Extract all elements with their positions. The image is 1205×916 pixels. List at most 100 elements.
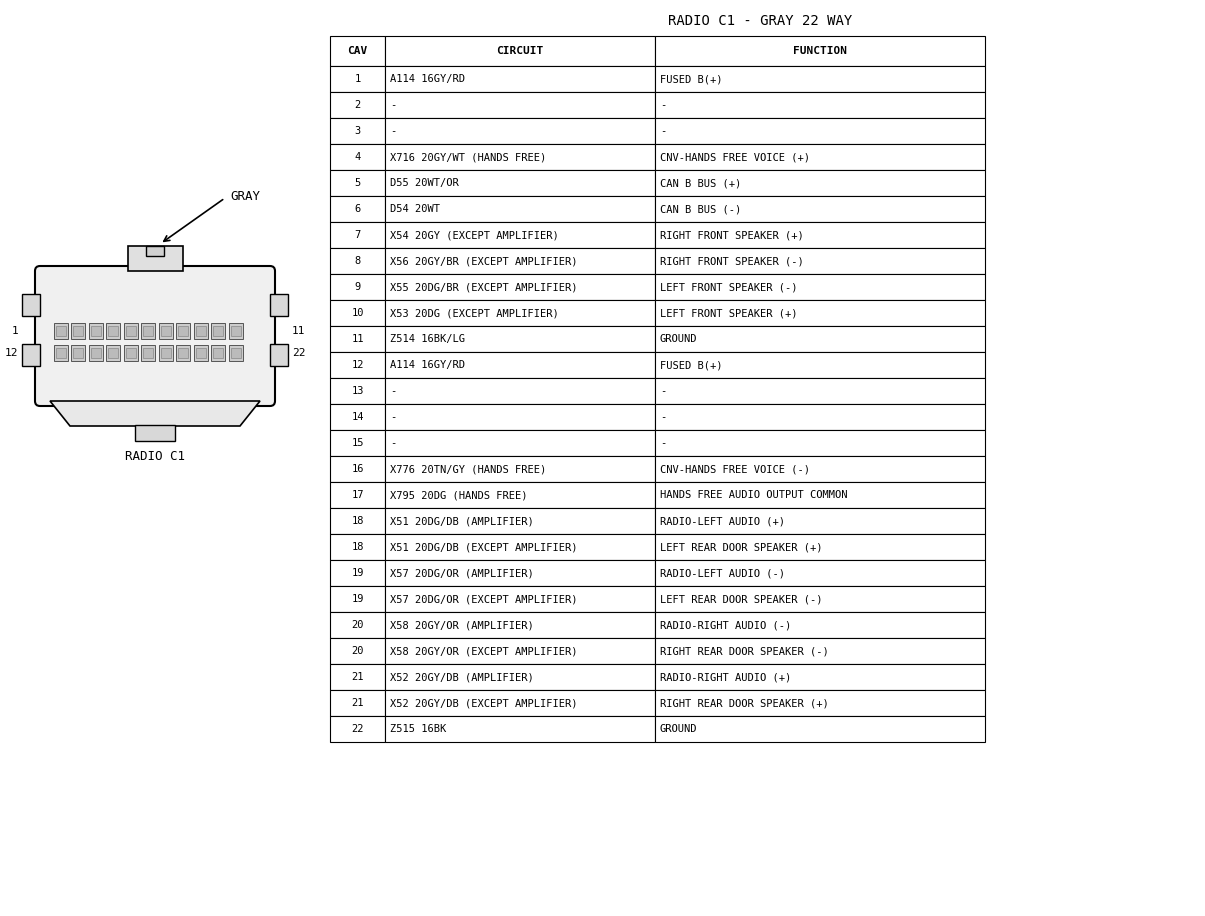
Text: 13: 13 (351, 386, 364, 396)
Bar (656, 36, 984, 66)
Bar (55, 348, 66, 358)
Bar (386, 690, 656, 716)
Text: FUSED B(+): FUSED B(+) (660, 360, 723, 370)
Bar (229, 345, 242, 361)
Text: CAN B BUS (+): CAN B BUS (+) (660, 178, 741, 188)
Text: 22: 22 (351, 724, 364, 734)
Text: 22: 22 (292, 348, 306, 358)
Text: X54 20GY (EXCEPT AMPLIFIER): X54 20GY (EXCEPT AMPLIFIER) (390, 230, 559, 240)
Text: 21: 21 (351, 672, 364, 682)
Bar (330, 274, 386, 300)
Text: -: - (660, 386, 666, 396)
Text: -: - (390, 386, 396, 396)
Text: 17: 17 (351, 490, 364, 500)
Bar (330, 66, 386, 92)
Text: FUSED B(+): FUSED B(+) (660, 74, 723, 84)
Text: X57 20DG/OR (AMPLIFIER): X57 20DG/OR (AMPLIFIER) (390, 568, 534, 578)
Bar (54, 345, 67, 361)
Bar (330, 378, 386, 404)
Text: 2: 2 (354, 100, 360, 110)
Text: -: - (660, 412, 666, 422)
Text: CNV-HANDS FREE VOICE (+): CNV-HANDS FREE VOICE (+) (660, 152, 810, 162)
Bar (195, 348, 206, 358)
Bar (195, 326, 206, 336)
Text: -: - (390, 100, 396, 110)
Bar (656, 92, 984, 118)
Bar (656, 196, 984, 222)
Bar (176, 323, 190, 339)
Bar (386, 326, 656, 352)
Text: 10: 10 (351, 308, 364, 318)
Text: CAN B BUS (-): CAN B BUS (-) (660, 204, 741, 214)
Bar (89, 323, 102, 339)
Text: 6: 6 (354, 204, 360, 214)
Bar (386, 222, 656, 248)
Bar (125, 348, 136, 358)
Bar (330, 586, 386, 612)
Bar (386, 404, 656, 430)
Text: -: - (660, 126, 666, 136)
Bar (229, 323, 242, 339)
Bar (176, 345, 190, 361)
Text: FUNCTION: FUNCTION (793, 46, 847, 56)
Text: -: - (660, 438, 666, 448)
Text: -: - (660, 100, 666, 110)
Bar (178, 326, 188, 336)
Text: GROUND: GROUND (660, 334, 698, 344)
Bar (656, 352, 984, 378)
Bar (330, 352, 386, 378)
Bar (386, 638, 656, 664)
Text: 1: 1 (11, 326, 18, 336)
Bar (89, 345, 102, 361)
Bar (330, 118, 386, 144)
Text: 16: 16 (351, 464, 364, 474)
Text: GROUND: GROUND (660, 724, 698, 734)
Bar (386, 586, 656, 612)
Text: RADIO-LEFT AUDIO (-): RADIO-LEFT AUDIO (-) (660, 568, 784, 578)
Bar (211, 345, 225, 361)
Bar (160, 348, 171, 358)
Bar (656, 430, 984, 456)
Text: X55 20DG/BR (EXCEPT AMPLIFIER): X55 20DG/BR (EXCEPT AMPLIFIER) (390, 282, 577, 292)
Text: RADIO-RIGHT AUDIO (+): RADIO-RIGHT AUDIO (+) (660, 672, 792, 682)
Bar (386, 560, 656, 586)
Bar (656, 300, 984, 326)
Bar (270, 294, 288, 316)
Bar (656, 378, 984, 404)
Text: D55 20WT/OR: D55 20WT/OR (390, 178, 459, 188)
Bar (194, 345, 207, 361)
Bar (330, 92, 386, 118)
Bar (128, 246, 182, 271)
Bar (211, 323, 225, 339)
Bar (330, 534, 386, 560)
Bar (386, 196, 656, 222)
Bar (90, 348, 101, 358)
Bar (386, 92, 656, 118)
Bar (386, 36, 656, 66)
Bar (22, 294, 40, 316)
Text: 19: 19 (351, 594, 364, 604)
Text: -: - (390, 126, 396, 136)
Bar (108, 348, 118, 358)
Bar (146, 246, 164, 256)
Bar (230, 348, 241, 358)
Bar (135, 425, 175, 441)
Text: X53 20DG (EXCEPT AMPLIFIER): X53 20DG (EXCEPT AMPLIFIER) (390, 308, 559, 318)
Bar (656, 404, 984, 430)
Bar (213, 326, 223, 336)
Text: X51 20DG/DB (EXCEPT AMPLIFIER): X51 20DG/DB (EXCEPT AMPLIFIER) (390, 542, 577, 552)
Text: X57 20DG/OR (EXCEPT AMPLIFIER): X57 20DG/OR (EXCEPT AMPLIFIER) (390, 594, 577, 604)
Bar (386, 716, 656, 742)
Bar (656, 508, 984, 534)
Text: RADIO C1 - GRAY 22 WAY: RADIO C1 - GRAY 22 WAY (668, 14, 852, 28)
Text: X716 20GY/WT (HANDS FREE): X716 20GY/WT (HANDS FREE) (390, 152, 546, 162)
Text: 5: 5 (354, 178, 360, 188)
Text: -: - (390, 412, 396, 422)
Bar (74, 326, 83, 336)
Text: X52 20GY/DB (AMPLIFIER): X52 20GY/DB (AMPLIFIER) (390, 672, 534, 682)
Bar (386, 378, 656, 404)
Bar (386, 170, 656, 196)
Text: 19: 19 (351, 568, 364, 578)
Bar (106, 323, 120, 339)
Text: LEFT FRONT SPEAKER (+): LEFT FRONT SPEAKER (+) (660, 308, 798, 318)
